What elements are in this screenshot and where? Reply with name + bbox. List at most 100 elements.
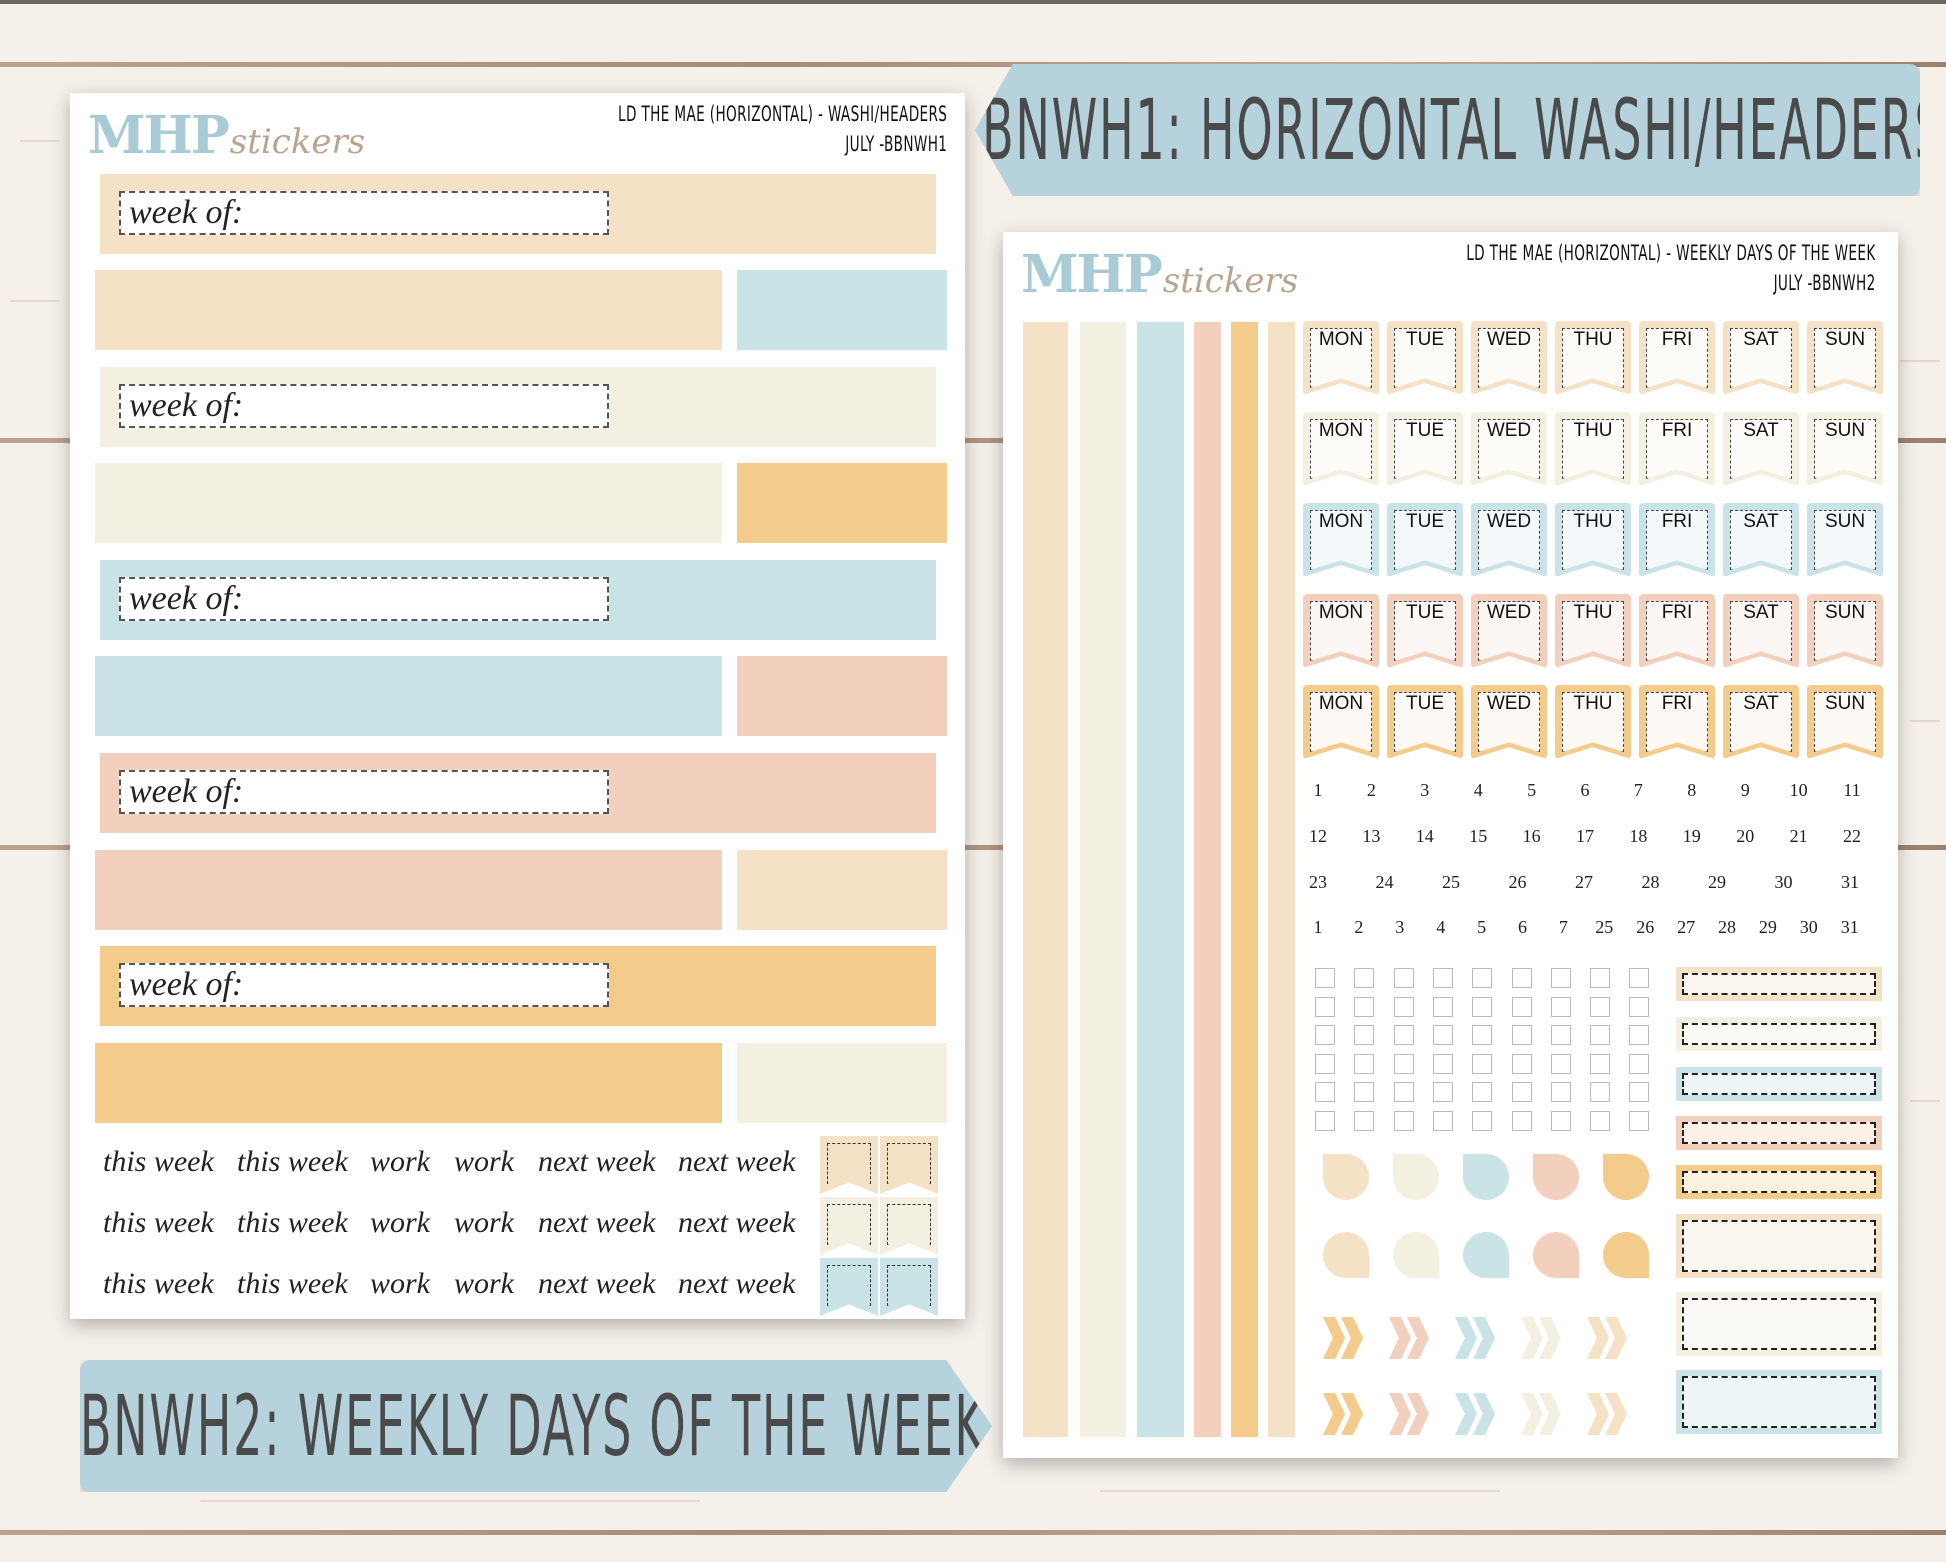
washi-block-cream[interactable] bbox=[737, 1043, 947, 1123]
checkbox-sticker[interactable] bbox=[1550, 1053, 1571, 1074]
checkbox-sticker[interactable] bbox=[1629, 1082, 1650, 1102]
date-number[interactable]: 3 bbox=[1395, 917, 1405, 937]
checkbox-sticker[interactable] bbox=[1511, 1025, 1532, 1045]
day-flag-sticker[interactable]: SUN bbox=[1807, 503, 1883, 577]
date-number[interactable]: 25 bbox=[1595, 917, 1614, 937]
day-flag-sticker[interactable]: TUE bbox=[1387, 503, 1463, 577]
label-box-blue[interactable] bbox=[1676, 1067, 1882, 1101]
checkbox-sticker[interactable] bbox=[1393, 968, 1414, 988]
date-number[interactable]: 5 bbox=[1527, 780, 1537, 800]
day-flag-sticker[interactable]: FRI bbox=[1639, 321, 1715, 395]
checkbox-sticker[interactable] bbox=[1590, 1025, 1611, 1045]
half-circle-sticker[interactable] bbox=[1323, 1154, 1369, 1200]
half-circle-sticker[interactable] bbox=[1533, 1154, 1579, 1200]
day-flag-sticker[interactable]: SAT bbox=[1723, 594, 1799, 668]
chevron-arrow-icon[interactable] bbox=[1323, 1393, 1345, 1435]
checkbox-sticker[interactable] bbox=[1590, 1110, 1611, 1131]
checkbox-sticker[interactable] bbox=[1354, 968, 1375, 988]
checkbox-sticker[interactable] bbox=[1432, 968, 1453, 988]
chevron-arrow-icon[interactable] bbox=[1455, 1317, 1477, 1359]
half-circle-sticker[interactable] bbox=[1393, 1154, 1439, 1200]
washi-bar-sand[interactable] bbox=[95, 270, 722, 350]
chevron-arrow-icon[interactable] bbox=[1341, 1393, 1363, 1435]
day-flag-sticker[interactable]: WED bbox=[1471, 321, 1547, 395]
date-number[interactable]: 7 bbox=[1633, 780, 1643, 800]
date-number[interactable]: 23 bbox=[1309, 872, 1327, 892]
checkbox-sticker[interactable] bbox=[1511, 1110, 1532, 1131]
vertical-washi-sand[interactable] bbox=[1023, 322, 1068, 1437]
label-box-large-blue[interactable] bbox=[1676, 1370, 1882, 1434]
label-box-peach[interactable] bbox=[1676, 1116, 1882, 1150]
date-number[interactable]: 31 bbox=[1841, 872, 1859, 892]
chevron-arrow-icon[interactable] bbox=[1587, 1393, 1609, 1435]
checkbox-sticker[interactable] bbox=[1472, 1053, 1493, 1074]
date-number[interactable]: 26 bbox=[1636, 917, 1655, 937]
date-number[interactable]: 9 bbox=[1740, 780, 1750, 800]
checkbox-sticker[interactable] bbox=[1472, 1082, 1493, 1102]
checkbox-sticker[interactable] bbox=[1472, 968, 1493, 988]
mini-flag-sticker[interactable] bbox=[880, 1136, 938, 1194]
half-circle-sticker[interactable] bbox=[1603, 1232, 1649, 1278]
day-flag-sticker[interactable]: SUN bbox=[1807, 594, 1883, 668]
checkbox-sticker[interactable] bbox=[1432, 1110, 1453, 1131]
day-flag-sticker[interactable]: TUE bbox=[1387, 321, 1463, 395]
chevron-arrow-icon[interactable] bbox=[1539, 1317, 1561, 1359]
date-number[interactable]: 4 bbox=[1473, 780, 1483, 800]
half-circle-sticker[interactable] bbox=[1603, 1154, 1649, 1200]
washi-bar-orange[interactable] bbox=[95, 1043, 722, 1123]
day-flag-sticker[interactable]: THU bbox=[1555, 685, 1631, 759]
date-number[interactable]: 14 bbox=[1415, 826, 1434, 846]
checkbox-sticker[interactable] bbox=[1472, 996, 1493, 1017]
day-flag-sticker[interactable]: FRI bbox=[1639, 503, 1715, 577]
mini-flag-sticker[interactable] bbox=[880, 1258, 938, 1316]
date-number[interactable]: 10 bbox=[1789, 780, 1808, 800]
day-flag-sticker[interactable]: FRI bbox=[1639, 412, 1715, 486]
chevron-arrow-icon[interactable] bbox=[1521, 1393, 1543, 1435]
date-number[interactable]: 31 bbox=[1840, 917, 1859, 937]
chevron-arrow-icon[interactable] bbox=[1521, 1317, 1543, 1359]
mini-flag-sticker[interactable] bbox=[880, 1197, 938, 1255]
day-flag-sticker[interactable]: WED bbox=[1471, 412, 1547, 486]
checkbox-sticker[interactable] bbox=[1354, 1082, 1375, 1102]
checkbox-sticker[interactable] bbox=[1472, 1110, 1493, 1131]
checkbox-sticker[interactable] bbox=[1511, 968, 1532, 988]
date-number[interactable]: 28 bbox=[1718, 917, 1736, 937]
checkbox-sticker[interactable] bbox=[1590, 1053, 1611, 1074]
checkbox-sticker[interactable] bbox=[1590, 968, 1611, 988]
checkbox-sticker[interactable] bbox=[1629, 1053, 1650, 1074]
checkbox-sticker[interactable] bbox=[1315, 1110, 1335, 1131]
date-number[interactable]: 4 bbox=[1436, 917, 1446, 937]
checkbox-sticker[interactable] bbox=[1629, 968, 1650, 988]
mini-flag-sticker[interactable] bbox=[820, 1136, 878, 1194]
checkbox-sticker[interactable] bbox=[1354, 996, 1375, 1017]
checkbox-sticker[interactable] bbox=[1315, 1082, 1335, 1102]
checkbox-sticker[interactable] bbox=[1354, 1110, 1375, 1131]
date-number[interactable]: 21 bbox=[1789, 826, 1808, 846]
checkbox-sticker[interactable] bbox=[1432, 1025, 1453, 1045]
date-number[interactable]: 30 bbox=[1774, 872, 1793, 892]
checkbox-sticker[interactable] bbox=[1354, 1053, 1375, 1074]
date-number[interactable]: 5 bbox=[1477, 917, 1487, 937]
checkbox-sticker[interactable] bbox=[1393, 1053, 1414, 1074]
washi-block-orange[interactable] bbox=[737, 463, 947, 543]
chevron-arrow-icon[interactable] bbox=[1473, 1317, 1495, 1359]
chevron-arrow-icon[interactable] bbox=[1389, 1393, 1411, 1435]
date-number[interactable]: 27 bbox=[1575, 872, 1593, 892]
vertical-washi-sand-thin[interactable] bbox=[1268, 322, 1295, 1437]
date-number[interactable]: 29 bbox=[1758, 917, 1777, 937]
date-number[interactable]: 27 bbox=[1677, 917, 1696, 937]
label-box-sand[interactable] bbox=[1676, 967, 1882, 1001]
checkbox-sticker[interactable] bbox=[1315, 968, 1335, 988]
half-circle-sticker[interactable] bbox=[1463, 1154, 1509, 1200]
date-number[interactable]: 26 bbox=[1508, 872, 1527, 892]
vertical-washi-cream[interactable] bbox=[1080, 322, 1126, 1437]
date-number[interactable]: 28 bbox=[1641, 872, 1660, 892]
date-number[interactable]: 2 bbox=[1366, 780, 1376, 800]
day-flag-sticker[interactable]: SAT bbox=[1723, 685, 1799, 759]
checkbox-sticker[interactable] bbox=[1511, 1053, 1532, 1074]
date-number[interactable]: 17 bbox=[1576, 826, 1594, 846]
date-number[interactable]: 6 bbox=[1518, 917, 1527, 937]
half-circle-sticker[interactable] bbox=[1393, 1232, 1439, 1278]
day-flag-sticker[interactable]: SUN bbox=[1807, 412, 1883, 486]
checkbox-sticker[interactable] bbox=[1432, 1053, 1453, 1074]
